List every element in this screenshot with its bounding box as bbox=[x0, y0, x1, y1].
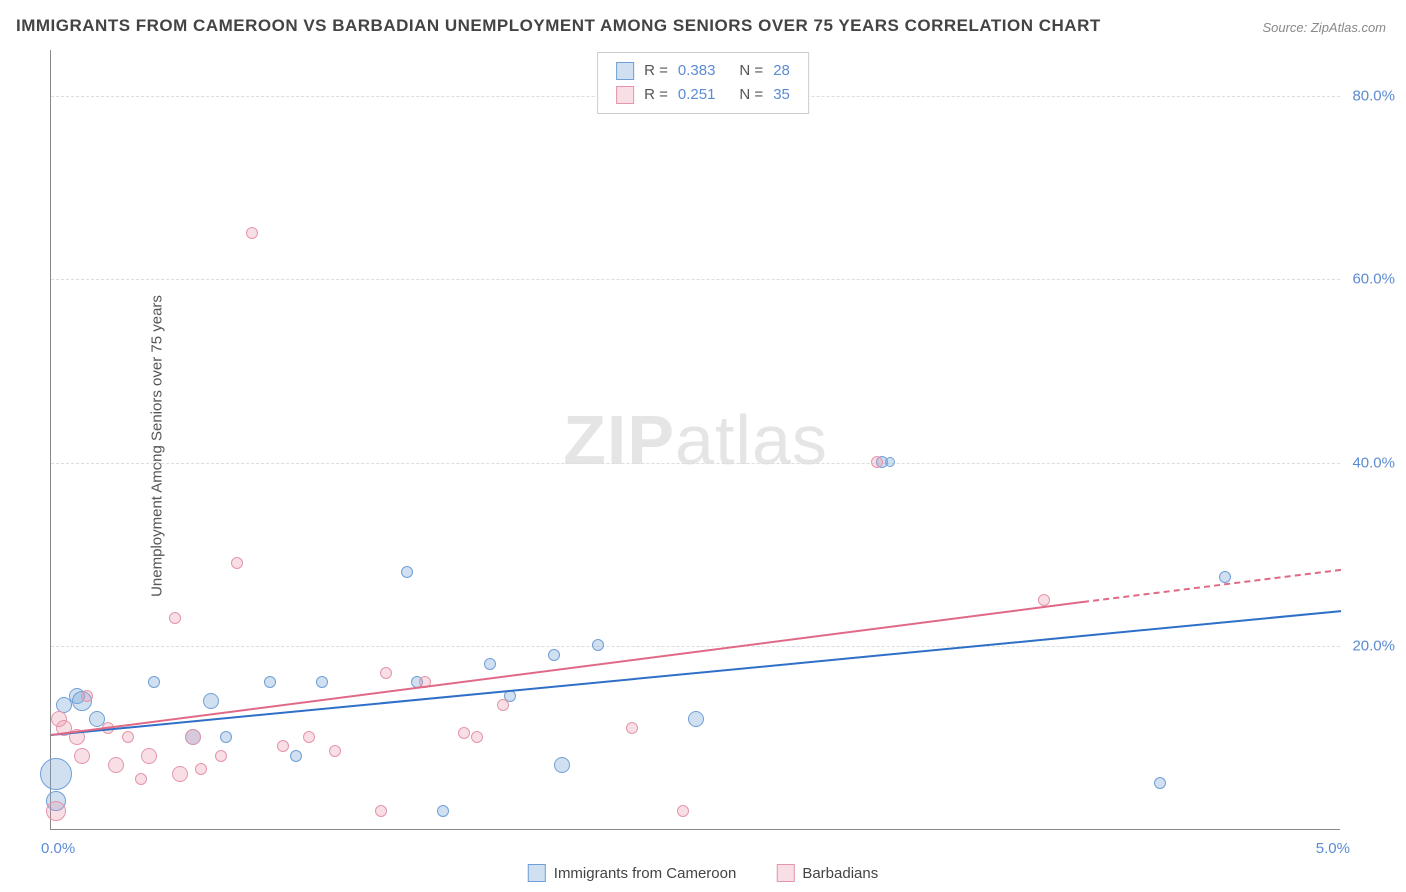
r-value: 0.251 bbox=[678, 83, 716, 107]
data-point bbox=[1219, 571, 1231, 583]
trend-line bbox=[1083, 568, 1341, 602]
data-point bbox=[290, 750, 302, 762]
series-legend: Immigrants from Cameroon Barbadians bbox=[528, 864, 878, 882]
y-tick-label: 80.0% bbox=[1352, 87, 1395, 104]
legend-label: Barbadians bbox=[802, 865, 878, 882]
data-point bbox=[74, 748, 90, 764]
n-value: 35 bbox=[773, 83, 790, 107]
data-point bbox=[380, 667, 392, 679]
data-point bbox=[40, 758, 72, 790]
data-point bbox=[471, 731, 483, 743]
data-point bbox=[172, 766, 188, 782]
data-point bbox=[169, 612, 181, 624]
plot-area: ZIPatlas 20.0%40.0%60.0%80.0%0.0%5.0% bbox=[50, 50, 1340, 830]
source-attribution: Source: ZipAtlas.com bbox=[1262, 20, 1386, 35]
legend-swatch bbox=[776, 864, 794, 882]
data-point bbox=[401, 566, 413, 578]
stats-row: R = 0.251 N = 35 bbox=[616, 83, 790, 107]
watermark-prefix: ZIP bbox=[563, 401, 675, 479]
chart-title: IMMIGRANTS FROM CAMEROON VS BARBADIAN UN… bbox=[16, 16, 1101, 36]
data-point bbox=[135, 773, 147, 785]
legend-swatch bbox=[616, 86, 634, 104]
data-point bbox=[885, 457, 895, 467]
x-tick-label: 5.0% bbox=[1316, 840, 1350, 857]
legend-label: Immigrants from Cameroon bbox=[554, 865, 737, 882]
data-point bbox=[220, 731, 232, 743]
r-label: R = bbox=[644, 83, 668, 107]
data-point bbox=[46, 801, 66, 821]
watermark-suffix: atlas bbox=[675, 401, 828, 479]
data-point bbox=[195, 763, 207, 775]
y-tick-label: 60.0% bbox=[1352, 271, 1395, 288]
data-point bbox=[203, 693, 219, 709]
gridline bbox=[51, 463, 1340, 464]
y-tick-label: 40.0% bbox=[1352, 454, 1395, 471]
y-tick-label: 20.0% bbox=[1352, 638, 1395, 655]
trend-line bbox=[51, 601, 1083, 736]
data-point bbox=[437, 805, 449, 817]
stats-legend: R = 0.383 N = 28 R = 0.251 N = 35 bbox=[597, 52, 809, 114]
data-point bbox=[484, 658, 496, 670]
gridline bbox=[51, 279, 1340, 280]
data-point bbox=[329, 745, 341, 757]
data-point bbox=[81, 690, 93, 702]
legend-item: Barbadians bbox=[776, 864, 878, 882]
data-point bbox=[871, 456, 883, 468]
legend-item: Immigrants from Cameroon bbox=[528, 864, 737, 882]
gridline bbox=[51, 646, 1340, 647]
n-label: N = bbox=[739, 83, 763, 107]
data-point bbox=[122, 731, 134, 743]
data-point bbox=[264, 676, 276, 688]
r-value: 0.383 bbox=[678, 59, 716, 83]
data-point bbox=[548, 649, 560, 661]
data-point bbox=[592, 639, 604, 651]
data-point bbox=[215, 750, 227, 762]
stats-row: R = 0.383 N = 28 bbox=[616, 59, 790, 83]
data-point bbox=[677, 805, 689, 817]
r-label: R = bbox=[644, 59, 668, 83]
n-label: N = bbox=[739, 59, 763, 83]
data-point bbox=[626, 722, 638, 734]
watermark-text: ZIPatlas bbox=[563, 400, 828, 480]
n-value: 28 bbox=[773, 59, 790, 83]
data-point bbox=[231, 557, 243, 569]
data-point bbox=[375, 805, 387, 817]
data-point bbox=[316, 676, 328, 688]
data-point bbox=[303, 731, 315, 743]
data-point bbox=[185, 729, 201, 745]
legend-swatch bbox=[528, 864, 546, 882]
data-point bbox=[497, 699, 509, 711]
data-point bbox=[277, 740, 289, 752]
data-point bbox=[1038, 594, 1050, 606]
data-point bbox=[108, 757, 124, 773]
data-point bbox=[148, 676, 160, 688]
data-point bbox=[1154, 777, 1166, 789]
legend-swatch bbox=[616, 62, 634, 80]
data-point bbox=[246, 227, 258, 239]
data-point bbox=[688, 711, 704, 727]
data-point bbox=[141, 748, 157, 764]
data-point bbox=[554, 757, 570, 773]
data-point bbox=[458, 727, 470, 739]
x-tick-label: 0.0% bbox=[41, 840, 75, 857]
